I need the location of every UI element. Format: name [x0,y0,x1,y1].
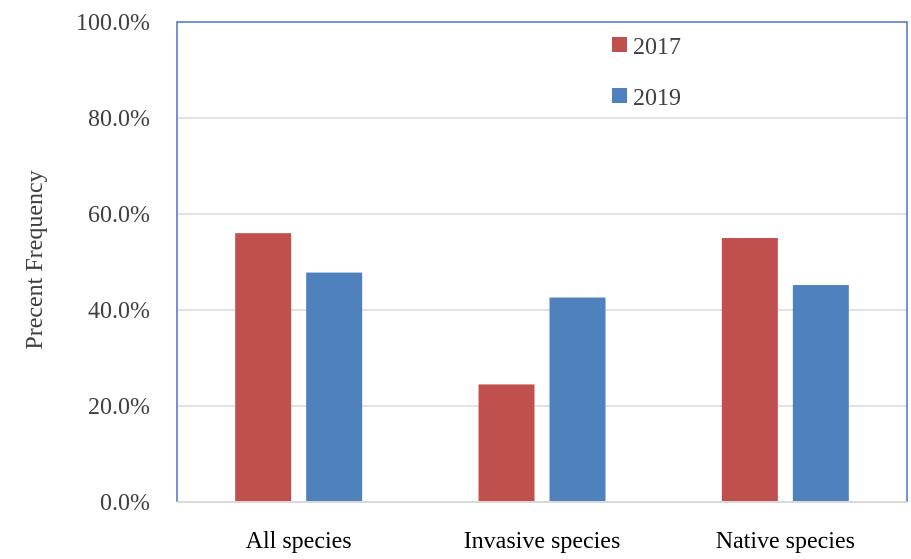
y-axis-title: Precent Frequency [22,170,48,349]
y-tick-label: 40.0% [88,298,150,324]
plot-border [176,21,908,502]
y-tick-label: 0.0% [100,490,150,516]
plot-frame [176,21,908,503]
x-category-label: Invasive species [464,528,621,554]
bar-2019-invasive-species [549,297,606,502]
bar-2019-all-species [306,272,363,502]
y-tick-label: 100.0% [76,10,150,36]
x-axis-categories: All species Invasive species Native specie… [246,528,855,554]
legend-label-2019: 2019 [633,85,681,111]
y-tick-label: 20.0% [88,394,150,420]
x-category-label: Native species [716,528,855,554]
bars [235,233,849,502]
legend-label-2017: 2017 [633,34,681,60]
bar-2017-all-species [235,233,292,502]
legend-swatch-2017 [612,37,627,52]
y-tick-label: 60.0% [88,202,150,228]
y-tick-label: 80.0% [88,106,150,132]
y-axis-ticks: 0.0% 20.0% 40.0% 60.0% 80.0% 100.0% [76,10,150,516]
bar-2019-native-species [792,285,849,502]
legend: 2017 2019 [612,34,681,111]
gridlines [177,117,907,407]
legend-swatch-2019 [612,88,627,103]
x-category-label: All species [246,528,352,554]
bar-2017-invasive-species [478,384,535,502]
bar-2017-native-species [721,238,778,502]
